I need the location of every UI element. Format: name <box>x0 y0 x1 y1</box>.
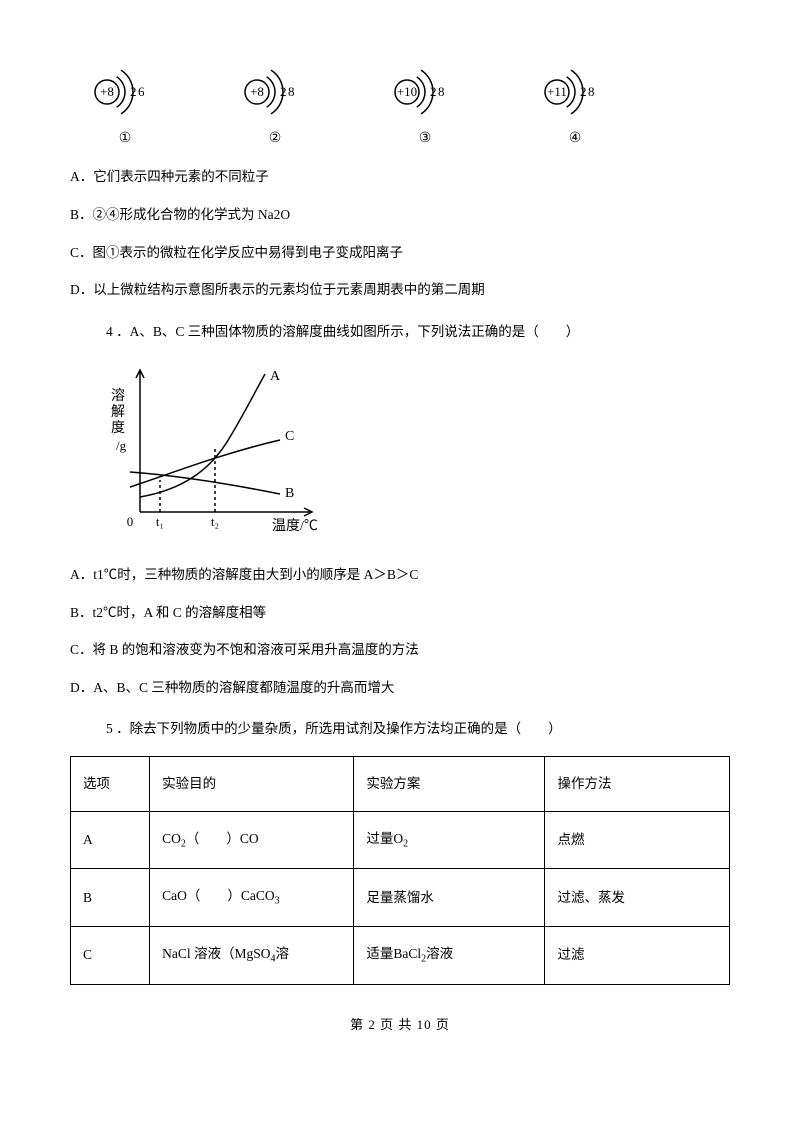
q5-header-cell: 实验方案 <box>354 756 545 811</box>
atom-label-3: ③ <box>419 128 432 150</box>
table-row: BCaO（ ）CaCO3足量蒸馏水过滤、蒸发 <box>71 869 730 927</box>
q3-option-d: D．以上微粒结构示意图所表示的元素均位于元素周期表中的第二周期 <box>70 279 730 301</box>
svg-text:6: 6 <box>138 84 145 99</box>
svg-text:8: 8 <box>588 84 595 99</box>
q5-plan-cell: 过量O2 <box>354 811 545 869</box>
atom-diagram-4: +1128④ <box>530 60 620 150</box>
svg-text:/g: /g <box>116 438 127 453</box>
q3-option-a: A．它们表示四种元素的不同粒子 <box>70 166 730 188</box>
q5-option-cell: B <box>71 869 150 927</box>
atom-diagram-2: +828② <box>230 60 320 150</box>
atom-diagram-3: +1028③ <box>380 60 470 150</box>
table-row: ACO2（ ）CO过量O2点燃 <box>71 811 730 869</box>
atom-diagram-row: +826①+828②+1028③+1128④ <box>80 60 730 150</box>
svg-text:t₂: t₂ <box>211 514 219 529</box>
svg-text:8: 8 <box>288 84 295 99</box>
atom-diagram-1: +826① <box>80 60 170 150</box>
q5-goal-cell: CaO（ ）CaCO3 <box>150 869 354 927</box>
q5-goal-cell: NaCl 溶液（MgSO4溶 <box>150 926 354 984</box>
q5-plan-cell: 适量BaCl2溶液 <box>354 926 545 984</box>
q5-option-cell: A <box>71 811 150 869</box>
q5-header-cell: 操作方法 <box>545 756 730 811</box>
table-row: CNaCl 溶液（MgSO4溶适量BaCl2溶液过滤 <box>71 926 730 984</box>
q4-option-d: D．A、B、C 三种物质的溶解度都随温度的升高而增大 <box>70 677 730 699</box>
svg-text:+8: +8 <box>250 84 264 99</box>
svg-text:+11: +11 <box>547 84 567 99</box>
atom-label-2: ② <box>269 128 282 150</box>
svg-text:A: A <box>270 369 281 384</box>
svg-text:t₁: t₁ <box>156 514 164 529</box>
svg-text:解: 解 <box>111 404 125 420</box>
q5-method-cell: 过滤 <box>545 926 730 984</box>
q3-option-c: C．图①表示的微粒在化学反应中易得到电子变成阳离子 <box>70 242 730 264</box>
q5-header-cell: 选项 <box>71 756 150 811</box>
q5-goal-cell: CO2（ ）CO <box>150 811 354 869</box>
q5-plan-cell: 足量蒸馏水 <box>354 869 545 927</box>
atom-label-1: ① <box>119 128 132 150</box>
svg-text:度: 度 <box>111 420 125 436</box>
solubility-chart: 溶解度/g 温度/℃ 0 t₁ t₂ A B C <box>100 362 730 544</box>
q4-option-b: B．t2℃时，A 和 C 的溶解度相等 <box>70 602 730 624</box>
q3-option-b: B．②④形成化合物的化学式为 Na2O <box>70 204 730 226</box>
q5-stem: 5 ．除去下列物质中的少量杂质，所选用试剂及操作方法均正确的是（ ） <box>106 718 730 740</box>
svg-text:B: B <box>285 486 294 501</box>
q5-method-cell: 过滤、蒸发 <box>545 869 730 927</box>
q5-option-cell: C <box>71 926 150 984</box>
q5-table: 选项实验目的实验方案操作方法 ACO2（ ）CO过量O2点燃BCaO（ ）CaC… <box>70 756 730 985</box>
q4-option-c: C．将 B 的饱和溶液变为不饱和溶液可采用升高温度的方法 <box>70 639 730 661</box>
svg-text:C: C <box>285 429 294 444</box>
q4-option-a: A．t1℃时，三种物质的溶解度由大到小的顺序是 A＞B＞C <box>70 564 730 586</box>
page-footer: 第 2 页 共 10 页 <box>70 1015 730 1036</box>
q5-header-cell: 实验目的 <box>150 756 354 811</box>
svg-text:+10: +10 <box>397 84 417 99</box>
svg-text:温度/℃: 温度/℃ <box>272 518 318 534</box>
svg-text:+8: +8 <box>100 84 114 99</box>
q4-stem: 4 ．A、B、C 三种固体物质的溶解度曲线如图所示，下列说法正确的是（ ） <box>106 321 730 343</box>
svg-text:溶: 溶 <box>111 388 125 404</box>
svg-text:0: 0 <box>127 514 134 529</box>
q5-method-cell: 点燃 <box>545 811 730 869</box>
atom-label-4: ④ <box>569 128 582 150</box>
svg-text:8: 8 <box>438 84 445 99</box>
